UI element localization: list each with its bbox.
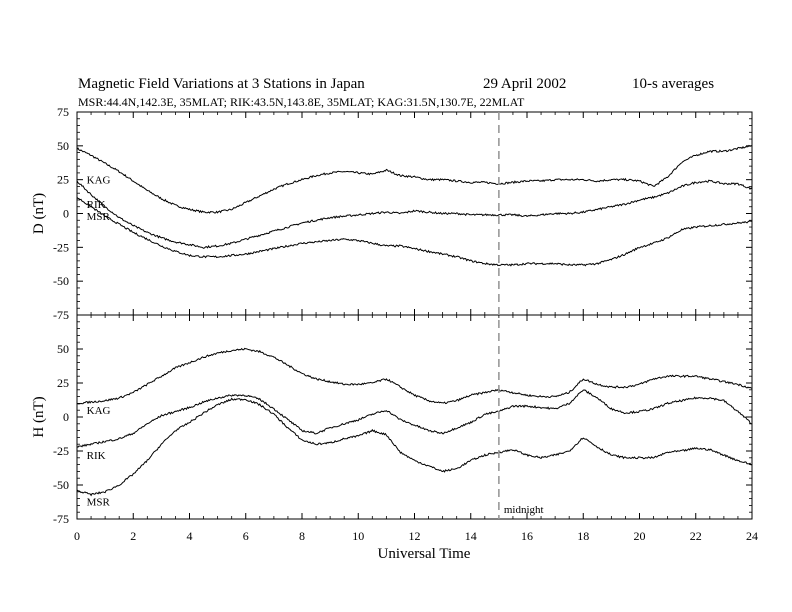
x-tick-label: 6 [243, 529, 249, 543]
d-series-label-msr: MSR [87, 211, 111, 223]
h-series-label-msr: MSR [87, 496, 111, 508]
d-panel-frame [76, 111, 753, 316]
x-tick-label: 2 [130, 529, 136, 543]
h-y-tick-label: -25 [53, 444, 69, 458]
d-series-label-kag: KAG [87, 175, 111, 187]
x-tick-label: 4 [187, 529, 193, 543]
x-tick-label: 16 [521, 529, 533, 543]
x-tick-label: 10 [352, 529, 364, 543]
h-y-tick-label: -50 [53, 478, 69, 492]
chart-averaging-note: 10-s averages [632, 76, 714, 92]
chart-title: Magnetic Field Variations at 3 Stations … [78, 76, 365, 92]
d-series-rik [76, 179, 753, 249]
d-series-label-rik: RIK [87, 199, 106, 211]
d-y-axis-label: D (nT) [31, 193, 47, 234]
h-y-tick-label: -75 [53, 512, 69, 526]
h-y-tick-label: 0 [63, 410, 69, 424]
d-y-tick-label: 50 [57, 139, 69, 153]
x-tick-label: 8 [299, 529, 305, 543]
x-tick-label: 20 [634, 529, 646, 543]
h-y-tick-label: 25 [57, 376, 69, 390]
h-panel-frame [76, 314, 753, 520]
d-y-tick-label: -25 [53, 240, 69, 254]
midnight-label: midnight [504, 504, 544, 516]
x-tick-label: 24 [746, 529, 758, 543]
d-y-tick-label: 75 [57, 105, 69, 119]
x-tick-label: 22 [690, 529, 702, 543]
x-tick-label: 18 [577, 529, 589, 543]
h-series-msr [76, 397, 753, 497]
x-axis: 0 2 4 6 8 10 12 14 16 18 20 22 24 [74, 529, 758, 543]
h-panel: 50 25 0 -25 -50 -75 H (nT) KAG RIK MSR [31, 314, 753, 526]
d-y-tick-label: -50 [53, 274, 69, 288]
h-series-kag [76, 347, 753, 405]
h-y-axis-label: H (nT) [31, 396, 47, 437]
d-y-tick-label: 25 [57, 173, 69, 187]
d-series-kag [76, 144, 753, 214]
h-y-tick-label: 50 [57, 342, 69, 356]
x-tick-label: 0 [74, 529, 80, 543]
chart-date: 29 April 2002 [483, 76, 566, 92]
d-series-msr [76, 196, 753, 267]
x-tick-label: 12 [409, 529, 421, 543]
d-y-tick-label: 0 [63, 207, 69, 221]
h-series-label-rik: RIK [87, 450, 106, 462]
h-series-label-kag: KAG [87, 405, 111, 417]
h-series-rik [76, 389, 752, 448]
x-axis-label: Universal Time [378, 546, 471, 562]
chart-subtitle: MSR:44.4N,142.3E, 35MLAT; RIK:43.5N,143.… [78, 95, 525, 109]
x-tick-label: 14 [465, 529, 477, 543]
d-y-tick-label: -75 [53, 308, 69, 322]
